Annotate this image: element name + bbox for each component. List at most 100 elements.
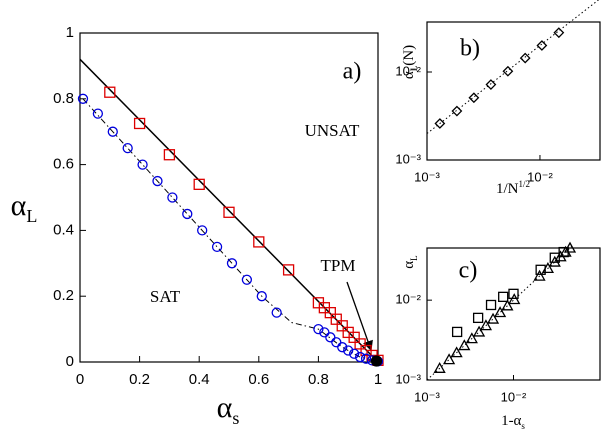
x-tick-label: 0.8 <box>308 371 329 388</box>
marker-square <box>193 178 205 190</box>
marker-circle <box>197 225 208 236</box>
marker-circle <box>354 351 366 363</box>
x-tick-label: 10⁻³ <box>414 389 440 404</box>
y-axis-label: αL <box>401 255 419 268</box>
marker-triangle <box>533 269 546 281</box>
marker-diamond <box>536 40 548 51</box>
label-part: L <box>409 255 419 261</box>
annotation: UNSAT <box>305 121 360 140</box>
marker-triangle <box>479 319 493 331</box>
marker-diamond <box>519 52 531 64</box>
marker-circle <box>256 291 267 302</box>
marker-circle <box>77 93 89 104</box>
marker-diamond <box>451 105 463 117</box>
marker-triangle <box>450 346 463 358</box>
label-part: L <box>409 66 419 72</box>
marker-circle <box>241 274 253 285</box>
y-tick-label: 0.6 <box>53 156 74 173</box>
y-tick-label: 10⁻² <box>395 63 421 78</box>
marker-square <box>451 326 463 338</box>
plot-frame <box>426 21 601 161</box>
marker-diamond <box>485 79 497 90</box>
label-part: 1/N <box>496 181 519 197</box>
marker-triangle <box>508 293 521 305</box>
marker-circle <box>122 142 133 154</box>
marker-square <box>508 288 519 299</box>
marker-triangle <box>486 312 500 324</box>
plot-frame <box>79 32 379 363</box>
marker-circle <box>107 126 118 137</box>
series-line <box>426 243 575 381</box>
marker-triangle <box>548 255 561 267</box>
x-tick-label: 0.6 <box>248 371 269 388</box>
marker-triangle <box>563 241 577 253</box>
annotation: a) <box>343 59 362 85</box>
label-part: s <box>521 421 525 431</box>
marker-square <box>498 291 509 303</box>
y-tick-label: 0.4 <box>53 221 74 238</box>
marker-square <box>223 206 235 218</box>
marker-square <box>336 320 348 332</box>
marker-square <box>472 312 484 324</box>
marker-diamond <box>502 65 514 77</box>
label-part: α <box>217 391 233 424</box>
label-part: α <box>401 261 417 269</box>
x-tick-label: 10⁻³ <box>414 169 440 184</box>
marker-diamond <box>468 92 480 104</box>
marker-triangle <box>501 299 514 311</box>
marker-circle <box>349 348 360 359</box>
marker-triangle <box>433 361 446 373</box>
x-tick-label: 10⁻² <box>527 169 553 184</box>
marker-dot <box>370 355 383 367</box>
x-axis-label: 1-αs <box>501 413 525 431</box>
marker-square <box>104 86 116 98</box>
marker-square <box>485 299 497 311</box>
marker-circle <box>343 345 354 356</box>
x-axis-label: 1/N1/2 <box>496 179 530 197</box>
marker-circle <box>360 353 372 364</box>
marker-circle <box>337 342 348 353</box>
x-tick-label: 0.2 <box>129 371 150 388</box>
marker-triangle <box>458 339 471 351</box>
y-tick-label: 1 <box>66 24 74 41</box>
annotation: SAT <box>150 287 181 306</box>
label-part: L <box>26 206 37 226</box>
marker-circle <box>271 307 282 318</box>
series-line <box>82 98 379 362</box>
y-tick-label: 10⁻³ <box>395 151 421 166</box>
marker-diamond <box>434 118 446 129</box>
marker-square <box>330 313 342 325</box>
marker-circle <box>226 258 238 269</box>
label-part: α <box>11 189 27 222</box>
marker-square <box>133 117 146 130</box>
y-axis-label: αL(N) <box>401 45 419 79</box>
marker-square <box>348 331 360 343</box>
x-tick-label: 10⁻² <box>501 389 527 404</box>
marker-circle <box>325 332 336 343</box>
marker-circle <box>313 323 324 335</box>
plot-frame <box>426 247 601 381</box>
marker-diamond <box>553 27 565 39</box>
annotation: c) <box>459 258 478 284</box>
y-tick-label: 0.2 <box>53 287 74 304</box>
marker-circle <box>167 192 178 203</box>
marker-triangle <box>472 325 486 337</box>
annotation: TPM <box>321 256 356 275</box>
marker-square <box>354 338 366 350</box>
y-tick-label: 0.8 <box>53 90 74 107</box>
annotation: b) <box>460 36 480 62</box>
marker-square <box>253 236 265 248</box>
x-tick-label: 0.4 <box>189 371 210 388</box>
marker-square <box>324 306 336 319</box>
marker-circle <box>211 241 223 253</box>
marker-circle <box>182 208 193 220</box>
marker-square <box>282 264 295 276</box>
x-tick-label: 0 <box>76 371 84 388</box>
label-part: s <box>232 408 239 428</box>
series-line <box>79 58 379 363</box>
marker-triangle <box>465 332 478 344</box>
label-part: 1/2 <box>518 179 530 189</box>
y-tick-label: 10⁻³ <box>395 371 421 386</box>
y-tick-label: 0 <box>66 353 74 370</box>
